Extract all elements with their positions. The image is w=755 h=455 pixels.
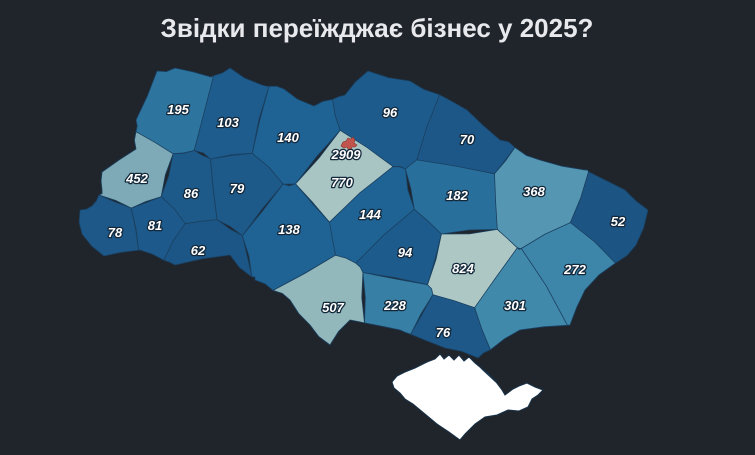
svg-text:Звідки переїжджає бізнес у 202: Звідки переїжджає бізнес у 2025? (161, 13, 594, 43)
svg-text:182: 182 (446, 188, 468, 203)
svg-text:2909: 2909 (331, 147, 362, 162)
svg-text:86: 86 (184, 186, 199, 201)
svg-text:452: 452 (125, 171, 148, 186)
svg-text:52: 52 (611, 214, 626, 229)
svg-text:78: 78 (108, 225, 123, 240)
svg-text:140: 140 (277, 130, 299, 145)
svg-text:770: 770 (331, 175, 353, 190)
svg-text:368: 368 (523, 184, 545, 199)
svg-text:138: 138 (278, 222, 300, 237)
svg-text:96: 96 (383, 105, 398, 120)
svg-text:195: 195 (167, 102, 189, 117)
svg-text:81: 81 (148, 218, 162, 233)
svg-text:507: 507 (322, 300, 344, 315)
svg-text:824: 824 (452, 261, 474, 276)
svg-text:76: 76 (436, 325, 451, 340)
svg-text:94: 94 (398, 245, 413, 260)
svg-text:228: 228 (383, 298, 406, 313)
svg-text:301: 301 (504, 298, 526, 313)
svg-text:144: 144 (359, 207, 381, 222)
svg-text:62: 62 (191, 243, 206, 258)
svg-text:103: 103 (217, 115, 239, 130)
svg-text:70: 70 (460, 132, 475, 147)
svg-text:272: 272 (563, 262, 586, 277)
svg-text:79: 79 (230, 181, 245, 196)
